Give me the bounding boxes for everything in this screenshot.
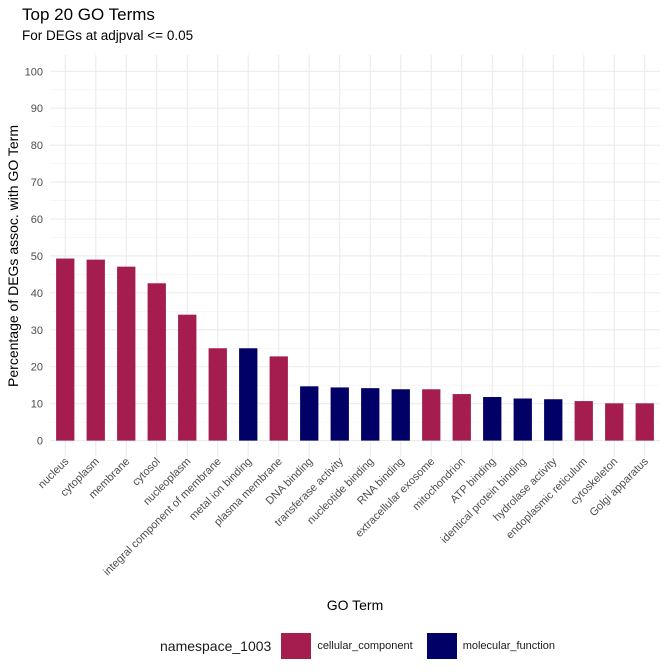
legend: namespace_1003 cellular_component molecu… xyxy=(160,633,569,659)
bar xyxy=(239,348,258,441)
y-tick-label: 60 xyxy=(31,214,43,226)
bar xyxy=(605,403,624,441)
bar xyxy=(147,283,166,441)
bar xyxy=(330,387,349,441)
y-tick-label: 80 xyxy=(31,140,43,152)
bar xyxy=(483,397,502,441)
chart-subtitle: For DEGs at adjpval <= 0.05 xyxy=(22,28,194,43)
bar xyxy=(178,314,197,441)
bar xyxy=(544,399,563,441)
bar xyxy=(513,398,532,441)
bar xyxy=(574,401,593,441)
bar xyxy=(422,389,441,441)
y-tick-label: 10 xyxy=(31,399,43,411)
bar xyxy=(300,386,319,441)
y-tick-label: 90 xyxy=(31,103,43,115)
bar xyxy=(635,403,654,441)
legend-item-cellular-component: cellular_component xyxy=(281,633,413,659)
x-axis-title: GO Term xyxy=(327,597,384,613)
bar xyxy=(56,258,75,441)
legend-item-molecular-function: molecular_function xyxy=(426,633,556,659)
bar xyxy=(391,389,410,441)
bar xyxy=(361,388,380,441)
bar xyxy=(117,266,136,441)
legend-swatch-cellular-component xyxy=(281,633,312,659)
legend-label-molecular-function: molecular_function xyxy=(462,640,556,652)
chart-title: Top 20 GO Terms xyxy=(22,5,155,24)
y-tick-label: 0 xyxy=(37,436,43,448)
legend-label-cellular-component: cellular_component xyxy=(317,640,413,652)
y-tick-label: 70 xyxy=(31,177,43,189)
bar xyxy=(269,356,288,441)
y-tick-label: 20 xyxy=(31,362,43,374)
y-tick-label: 50 xyxy=(31,251,43,263)
bar xyxy=(452,394,471,441)
y-tick-label: 100 xyxy=(25,66,43,78)
legend-title: namespace_1003 xyxy=(160,638,272,654)
legend-swatch-molecular-function xyxy=(426,633,457,659)
y-axis-title: Percentage of DEGs assoc. with GO Term xyxy=(5,125,21,387)
y-tick-label: 40 xyxy=(31,288,43,300)
y-tick-label: 30 xyxy=(31,325,43,337)
bar xyxy=(86,259,105,441)
bar xyxy=(208,348,227,441)
